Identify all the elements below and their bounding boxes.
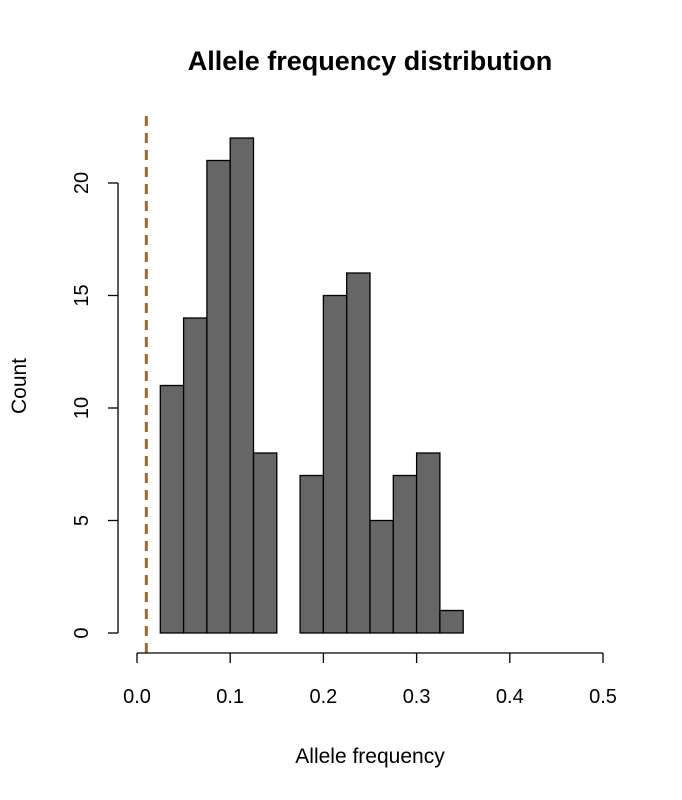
x-tick-label: 0.0 — [123, 686, 151, 708]
y-tick-label: 20 — [71, 172, 93, 194]
x-tick-label: 0.5 — [589, 686, 617, 708]
y-tick-label: 5 — [71, 515, 93, 526]
histogram-bar — [415, 452, 441, 634]
histogram-bar — [229, 137, 255, 634]
bars-group — [159, 137, 464, 634]
x-tick-label: 0.2 — [309, 686, 337, 708]
y-axis-label: Count — [8, 358, 31, 414]
histogram-bar — [159, 384, 185, 634]
chart-title: Allele frequency distribution — [188, 46, 553, 76]
histogram-bar — [206, 159, 231, 634]
x-tick-label: 0.1 — [216, 686, 244, 708]
y-axis: 0 5 10 15 20 — [71, 172, 119, 639]
x-tick-label: 0.4 — [496, 686, 524, 708]
x-axis: 0.0 0.1 0.2 0.3 0.4 0.5 — [123, 652, 617, 708]
histogram-bar — [439, 609, 464, 634]
y-tick-label: 0 — [71, 627, 93, 638]
histogram-bar — [369, 519, 394, 634]
histogram-bar — [299, 474, 325, 634]
x-tick-label: 0.3 — [403, 686, 431, 708]
histogram-bar — [392, 474, 418, 634]
histogram-bar — [322, 294, 348, 634]
y-tick-label: 15 — [71, 284, 93, 306]
histogram-bar — [346, 272, 371, 634]
x-axis-label: Allele frequency — [295, 745, 445, 768]
histogram-bar — [252, 452, 278, 634]
histogram-bar — [182, 317, 208, 634]
y-tick-label: 10 — [71, 397, 93, 419]
